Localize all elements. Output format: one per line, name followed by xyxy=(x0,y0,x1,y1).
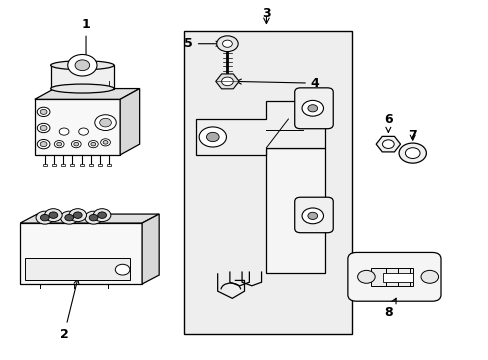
Bar xyxy=(52,164,56,166)
Circle shape xyxy=(382,140,393,148)
Circle shape xyxy=(36,211,54,224)
Bar xyxy=(70,164,74,166)
Circle shape xyxy=(420,270,438,283)
Circle shape xyxy=(59,128,69,135)
Circle shape xyxy=(54,140,64,148)
Circle shape xyxy=(302,208,323,224)
Circle shape xyxy=(40,126,47,131)
Circle shape xyxy=(103,140,108,144)
Bar xyxy=(35,99,120,155)
Bar xyxy=(42,164,46,166)
Circle shape xyxy=(74,142,79,146)
FancyBboxPatch shape xyxy=(347,252,440,301)
Circle shape xyxy=(216,36,238,51)
Bar xyxy=(80,164,83,166)
Polygon shape xyxy=(215,74,239,89)
Circle shape xyxy=(222,40,232,47)
Text: 2: 2 xyxy=(60,279,79,341)
Bar xyxy=(370,268,412,286)
Circle shape xyxy=(84,211,102,224)
Polygon shape xyxy=(375,136,400,152)
Circle shape xyxy=(405,148,419,158)
Circle shape xyxy=(89,215,98,221)
Circle shape xyxy=(69,209,86,222)
Bar xyxy=(20,223,142,284)
Bar xyxy=(183,31,351,334)
Circle shape xyxy=(221,77,233,86)
Circle shape xyxy=(40,109,47,114)
Circle shape xyxy=(75,60,89,71)
Polygon shape xyxy=(20,214,159,223)
Circle shape xyxy=(61,211,78,224)
Circle shape xyxy=(79,128,88,135)
FancyBboxPatch shape xyxy=(294,88,332,129)
Circle shape xyxy=(44,209,62,222)
Bar xyxy=(98,164,102,166)
Circle shape xyxy=(88,140,98,148)
Circle shape xyxy=(37,107,50,117)
Circle shape xyxy=(199,127,226,147)
Text: 7: 7 xyxy=(407,129,416,142)
Circle shape xyxy=(98,212,106,219)
Circle shape xyxy=(307,105,317,112)
Circle shape xyxy=(91,142,96,146)
Text: 3: 3 xyxy=(262,7,270,20)
Polygon shape xyxy=(120,89,140,155)
Circle shape xyxy=(65,215,73,221)
Polygon shape xyxy=(195,90,325,155)
Circle shape xyxy=(73,212,82,219)
Circle shape xyxy=(93,209,111,222)
Circle shape xyxy=(100,118,111,127)
Circle shape xyxy=(398,143,426,163)
Bar xyxy=(107,164,111,166)
Circle shape xyxy=(206,132,219,141)
Circle shape xyxy=(115,264,130,275)
Bar xyxy=(383,273,412,282)
Ellipse shape xyxy=(51,61,114,70)
Circle shape xyxy=(95,115,116,131)
Polygon shape xyxy=(142,214,159,284)
Circle shape xyxy=(357,270,374,283)
Ellipse shape xyxy=(51,84,114,93)
Circle shape xyxy=(68,54,97,76)
Bar xyxy=(266,148,325,273)
Circle shape xyxy=(41,215,49,221)
Bar xyxy=(25,258,130,280)
Circle shape xyxy=(49,212,58,219)
FancyBboxPatch shape xyxy=(294,197,332,233)
Circle shape xyxy=(71,140,81,148)
Text: 1: 1 xyxy=(81,18,90,70)
Text: 8: 8 xyxy=(383,298,395,319)
Circle shape xyxy=(302,100,323,116)
Bar xyxy=(61,164,65,166)
Text: 6: 6 xyxy=(383,113,392,132)
Circle shape xyxy=(37,139,50,149)
Text: 5: 5 xyxy=(183,37,221,50)
Bar xyxy=(89,164,93,166)
Polygon shape xyxy=(35,89,140,99)
Circle shape xyxy=(101,139,110,146)
Circle shape xyxy=(37,123,50,133)
Text: 4: 4 xyxy=(236,77,319,90)
Circle shape xyxy=(307,212,317,220)
Circle shape xyxy=(57,142,61,146)
Bar xyxy=(51,65,114,89)
Circle shape xyxy=(40,141,47,147)
